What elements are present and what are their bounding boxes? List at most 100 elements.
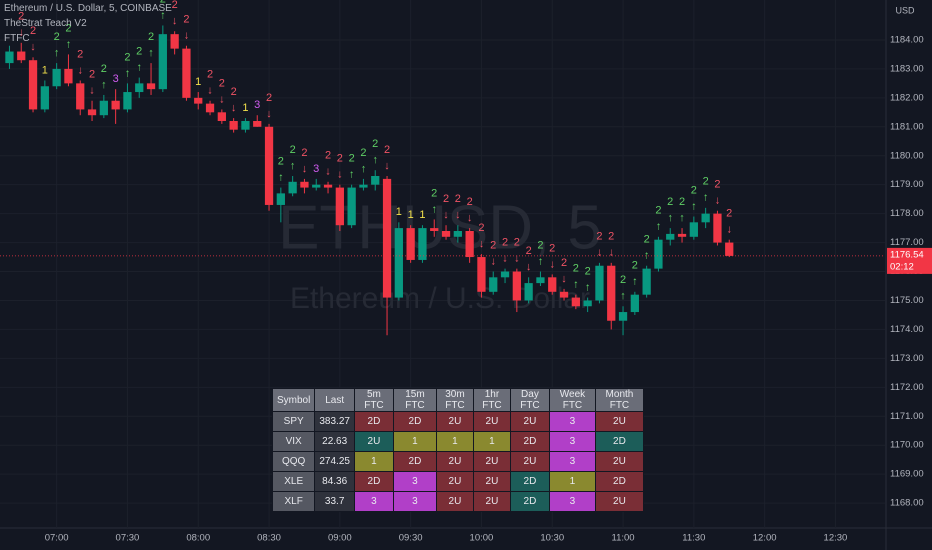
candle-body xyxy=(654,239,663,269)
strat-label: 2 xyxy=(172,0,178,11)
table-row: XLE 84.36 2D 3 2U 2U 2D 1 2D xyxy=(271,471,644,492)
strat-label: 2 xyxy=(325,150,331,162)
strat-label: 2 xyxy=(608,231,614,243)
candle-body xyxy=(524,283,533,301)
strat-label: 2 xyxy=(561,257,567,269)
candle-body xyxy=(288,181,297,194)
strat-label: 2 xyxy=(160,0,166,5)
table-row: QQQ 274.25 1 2D 2U 2U 2U 3 2U xyxy=(271,451,644,472)
table-header-cell: 5m FTC xyxy=(353,388,394,412)
candle-body xyxy=(241,121,250,130)
table-row: XLF 33.7 3 3 2U 2U 2D 3 2U xyxy=(271,491,644,512)
strat-label: 1 xyxy=(195,76,201,88)
strat-arrow: ↑ xyxy=(136,61,142,73)
y-tick-label: 1168.00 xyxy=(890,498,924,509)
strat-label: 2 xyxy=(726,208,732,220)
indicator-name[interactable]: TheStrat Teach V2 xyxy=(4,18,87,29)
strat-label: 2 xyxy=(77,48,83,60)
table-cell: 2U xyxy=(435,491,474,512)
strat-arrow: ↑ xyxy=(691,200,697,212)
x-tick-label: 12:30 xyxy=(824,533,848,544)
candle-body xyxy=(5,51,14,64)
candle-body xyxy=(17,51,26,61)
strat-arrow: ↑ xyxy=(538,255,544,267)
candle-body xyxy=(571,297,580,307)
strat-label: 2 xyxy=(337,153,343,165)
strat-arrow: ↓ xyxy=(467,212,473,224)
strat-label: 2 xyxy=(537,239,543,251)
strat-arrow: ↓ xyxy=(325,166,331,178)
y-tick-label: 1170.00 xyxy=(890,440,924,451)
strat-arrow: ↑ xyxy=(349,169,355,181)
candle-body xyxy=(76,83,85,110)
strat-arrow: ↑ xyxy=(431,203,437,215)
strat-label: 3 xyxy=(313,163,319,175)
symbol-title[interactable]: Ethereum / U.S. Dollar, 5, COINBASE xyxy=(4,3,172,14)
candle-body xyxy=(689,222,698,237)
candle-body xyxy=(158,34,167,90)
strat-arrow: ↓ xyxy=(608,247,614,259)
candle-body xyxy=(701,213,710,223)
candle-body xyxy=(394,228,403,298)
y-tick-label: 1181.00 xyxy=(890,121,924,132)
strat-arrow: ↓ xyxy=(18,27,24,39)
table-cell: XLE xyxy=(271,471,316,492)
candle-body xyxy=(536,277,545,284)
candle-body xyxy=(194,97,203,104)
strat-label: 2 xyxy=(455,193,461,205)
x-tick-label: 09:00 xyxy=(328,533,352,544)
strat-arrow: ↓ xyxy=(384,160,390,172)
candle-body xyxy=(264,126,274,205)
table-cell: 1 xyxy=(548,471,596,492)
strat-label: 2 xyxy=(384,144,390,156)
strat-label: 2 xyxy=(231,86,237,98)
candle-body xyxy=(229,121,238,130)
strat-arrow: ↑ xyxy=(703,192,709,204)
table-header-cell: 1hr FTC xyxy=(472,388,511,412)
strat-label: 2 xyxy=(514,237,520,249)
strat-label: 2 xyxy=(278,155,284,167)
strat-arrow: ↓ xyxy=(597,247,603,259)
strat-label: 2 xyxy=(443,193,449,205)
strat-arrow: ↓ xyxy=(726,224,732,236)
table-cell: 383.27 xyxy=(314,411,355,432)
indicator-name[interactable]: FTFC xyxy=(4,33,30,44)
table-header-cell: Symbol xyxy=(271,388,316,412)
y-tick-label: 1173.00 xyxy=(890,353,924,364)
candle-body xyxy=(725,242,734,256)
strat-label: 2 xyxy=(585,265,591,277)
strat-arrow: ↓ xyxy=(30,41,36,53)
strat-label: 2 xyxy=(124,51,130,63)
candle-body xyxy=(87,109,97,116)
y-tick-label: 1178.00 xyxy=(890,208,924,219)
table-cell: 2U xyxy=(435,411,474,432)
table-cell: 33.7 xyxy=(314,491,355,512)
candle-body xyxy=(595,265,604,301)
candle-body xyxy=(371,176,380,185)
strat-arrow: ↑ xyxy=(101,79,107,91)
strat-label: 2 xyxy=(290,144,296,156)
strat-label: 2 xyxy=(714,179,720,191)
table-cell: 2D xyxy=(509,491,550,512)
strat-label: 2 xyxy=(30,25,36,37)
table-cell: 2D xyxy=(594,431,644,452)
table-header-cell: 15m FTC xyxy=(392,388,437,412)
strat-label: 2 xyxy=(219,77,225,89)
watermark: ETHUSD, 5 xyxy=(278,193,602,262)
strat-arrow: ↓ xyxy=(526,261,532,273)
candle-body xyxy=(477,257,486,292)
table-cell: 3 xyxy=(353,491,394,512)
strat-arrow: ↓ xyxy=(337,169,343,181)
table-cell: 1 xyxy=(472,431,511,452)
strat-label: 1 xyxy=(42,64,48,76)
x-tick-label: 11:30 xyxy=(682,533,705,544)
price-tag xyxy=(887,247,932,274)
x-tick-label: 12:00 xyxy=(753,533,777,544)
strat-label: 2 xyxy=(691,184,697,196)
table-cell: 3 xyxy=(392,471,437,492)
table-cell: 3 xyxy=(548,451,596,472)
strat-arrow: ↓ xyxy=(479,238,485,250)
candle-body xyxy=(500,271,510,278)
candle-body xyxy=(607,265,616,321)
